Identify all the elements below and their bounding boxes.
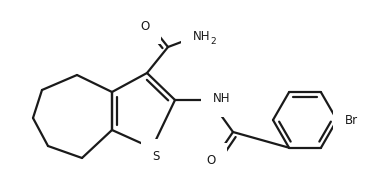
Text: NH: NH <box>193 30 210 43</box>
Text: O: O <box>207 155 216 168</box>
Text: NH: NH <box>213 92 230 105</box>
Text: 2: 2 <box>210 36 216 45</box>
Text: Br: Br <box>345 114 358 127</box>
Text: S: S <box>152 151 160 164</box>
Text: O: O <box>141 20 150 33</box>
